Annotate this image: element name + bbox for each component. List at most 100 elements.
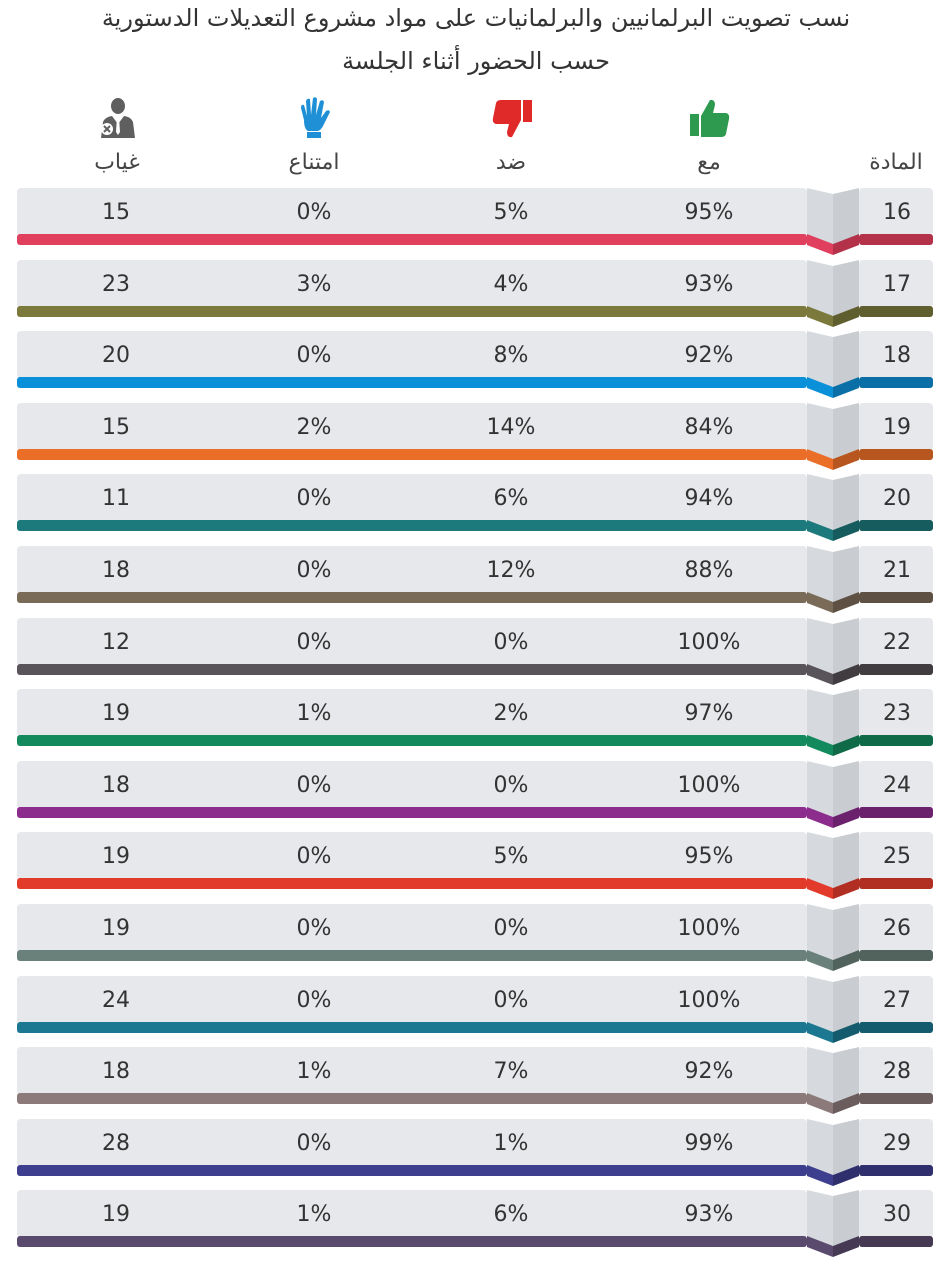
for-percent: 92%: [684, 343, 734, 368]
for-percent: 100%: [677, 773, 741, 798]
against-percent: 0%: [493, 916, 529, 941]
against-percent: 5%: [493, 844, 529, 869]
raised-hand-icon: [301, 97, 330, 138]
absent-person-icon: [101, 98, 135, 138]
row-background: [17, 546, 933, 613]
article-number: 25: [883, 844, 911, 869]
page-title: نسب تصويت البرلمانيين والبرلمانيات على م…: [101, 4, 851, 32]
article-number: 19: [883, 415, 911, 440]
abstain-percent: 2%: [296, 415, 332, 440]
article-number: 24: [883, 773, 911, 798]
abstain-percent: 0%: [296, 1131, 332, 1156]
against-percent: 0%: [493, 630, 529, 655]
table-row: 17 93% 4% 3% 23: [17, 260, 933, 327]
abstain-percent: 0%: [296, 558, 332, 583]
absent-count: 19: [102, 844, 130, 869]
article-number: 21: [883, 558, 911, 583]
abstain-percent: 0%: [296, 630, 332, 655]
header-article: المادة: [869, 150, 923, 175]
header-for: مع: [697, 150, 721, 175]
row-background: [17, 976, 933, 1043]
header-abstain: امتناع: [288, 150, 340, 175]
row-background: [17, 188, 933, 255]
absent-count: 15: [102, 415, 130, 440]
table-row: 29 99% 1% 0% 28: [17, 1119, 933, 1186]
row-background: [17, 761, 933, 828]
article-number: 23: [883, 701, 911, 726]
for-percent: 84%: [684, 415, 734, 440]
row-background: [17, 331, 933, 398]
against-percent: 5%: [493, 200, 529, 225]
absent-count: 20: [102, 343, 130, 368]
row-background: [17, 832, 933, 899]
for-percent: 95%: [684, 844, 734, 869]
against-percent: 0%: [493, 988, 529, 1013]
row-background: [17, 403, 933, 470]
for-percent: 94%: [684, 486, 734, 511]
row-background: [17, 904, 933, 971]
for-percent: 100%: [677, 630, 741, 655]
row-background: [17, 1047, 933, 1114]
header-absent: غياب: [94, 150, 140, 175]
article-number: 22: [883, 630, 911, 655]
page-subtitle: حسب الحضور أثناء الجلسة: [342, 47, 610, 75]
against-percent: 14%: [486, 415, 536, 440]
row-background: [17, 474, 933, 541]
against-percent: 0%: [493, 773, 529, 798]
article-number: 30: [883, 1202, 911, 1227]
abstain-percent: 0%: [296, 988, 332, 1013]
thumbs-down-icon: [492, 100, 532, 138]
for-percent: 93%: [684, 1202, 734, 1227]
table-row: 27 100% 0% 0% 24: [17, 976, 933, 1043]
abstain-percent: 0%: [296, 773, 332, 798]
table-row: 24 100% 0% 0% 18: [17, 761, 933, 828]
article-number: 20: [883, 486, 911, 511]
for-percent: 95%: [684, 200, 734, 225]
absent-count: 18: [102, 558, 130, 583]
against-percent: 1%: [493, 1131, 529, 1156]
row-background: [17, 618, 933, 685]
abstain-percent: 0%: [296, 916, 332, 941]
abstain-percent: 1%: [296, 1059, 332, 1084]
article-number: 29: [883, 1131, 911, 1156]
table-row: 16 95% 5% 0% 15: [17, 188, 933, 255]
table-row: 26 100% 0% 0% 19: [17, 904, 933, 971]
table-row: 30 93% 6% 1% 19: [17, 1190, 933, 1257]
for-percent: 92%: [684, 1059, 734, 1084]
absent-count: 15: [102, 200, 130, 225]
article-number: 16: [883, 200, 911, 225]
article-number: 28: [883, 1059, 911, 1084]
table-row: 20 94% 6% 0% 11: [17, 474, 933, 541]
article-number: 26: [883, 916, 911, 941]
for-percent: 93%: [684, 272, 734, 297]
header-against: ضد: [495, 150, 527, 175]
against-percent: 6%: [493, 1202, 529, 1227]
against-percent: 12%: [486, 558, 536, 583]
abstain-percent: 1%: [296, 1202, 332, 1227]
against-percent: 7%: [493, 1059, 529, 1084]
absent-count: 24: [102, 988, 130, 1013]
absent-count: 19: [102, 916, 130, 941]
against-percent: 8%: [493, 343, 529, 368]
for-percent: 99%: [684, 1131, 734, 1156]
article-number: 18: [883, 343, 911, 368]
absent-count: 18: [102, 1059, 130, 1084]
article-number: 27: [883, 988, 911, 1013]
abstain-percent: 0%: [296, 343, 332, 368]
absent-count: 28: [102, 1131, 130, 1156]
table-row: 18 92% 8% 0% 20: [17, 331, 933, 398]
row-background: [17, 1190, 933, 1257]
row-background: [17, 689, 933, 756]
table-row: 21 88% 12% 0% 18: [17, 546, 933, 613]
thumbs-up-icon: [690, 99, 730, 137]
table-row: 19 84% 14% 2% 15: [17, 403, 933, 470]
absent-count: 19: [102, 1202, 130, 1227]
absent-count: 19: [102, 701, 130, 726]
absent-count: 12: [102, 630, 130, 655]
table-row: 28 92% 7% 1% 18: [17, 1047, 933, 1114]
article-number: 17: [883, 272, 911, 297]
abstain-percent: 0%: [296, 486, 332, 511]
absent-count: 23: [102, 272, 130, 297]
for-percent: 97%: [684, 701, 734, 726]
abstain-percent: 3%: [296, 272, 332, 297]
